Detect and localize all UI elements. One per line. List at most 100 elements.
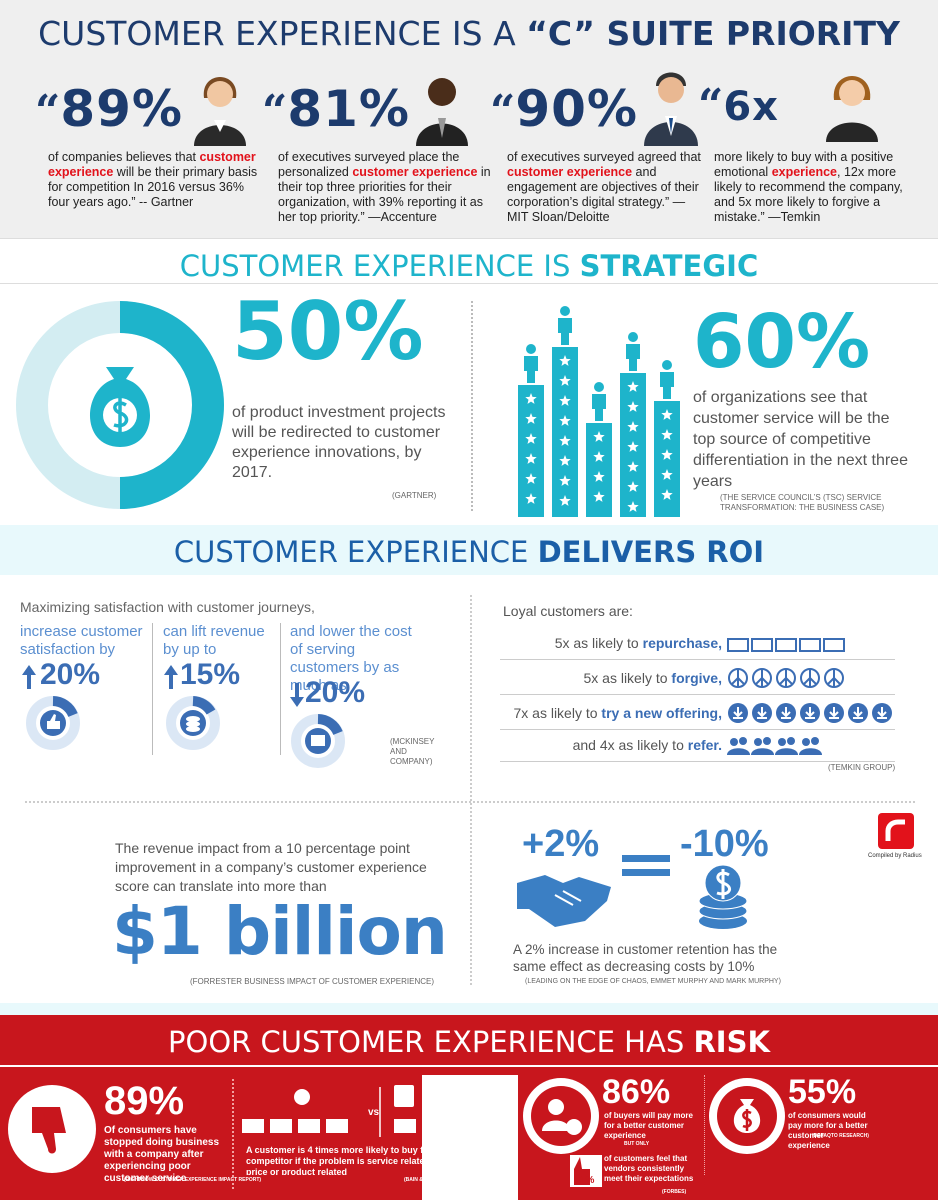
card-icon: [727, 638, 749, 652]
star: [661, 429, 673, 440]
section-title: CUSTOMER EXPERIENCE IS STRATEGIC: [0, 249, 938, 283]
title-bold: RISK: [693, 1025, 770, 1059]
people-body: [799, 748, 822, 755]
row-rule: [500, 729, 895, 730]
row-action: try a new offering,: [601, 705, 722, 721]
star: [525, 453, 537, 464]
people-icon: [778, 738, 786, 746]
source: (FORRESTER BUSINESS IMPACT OF CUSTOMER E…: [190, 977, 435, 986]
person-body: [558, 318, 572, 345]
download-arrow: [853, 707, 863, 719]
star: [559, 355, 571, 366]
download-arrow: [757, 707, 767, 719]
text: in their top three priorities for their …: [278, 165, 491, 224]
strategic-section: CUSTOMER EXPERIENCE IS STRATEGIC 50% of …: [0, 238, 938, 526]
quote-mark: “: [35, 86, 61, 137]
row-action: refer.: [687, 737, 722, 753]
loyal-row: 5x as likely to forgive,: [583, 670, 722, 686]
peace-line: [803, 669, 817, 687]
text: of executives surveyed place the persona…: [278, 150, 460, 179]
star: [593, 471, 605, 482]
stat-figure: 50%: [232, 285, 424, 378]
person-body: [524, 356, 538, 383]
people-body: [775, 748, 798, 755]
person-icon: [644, 72, 698, 146]
card-icon: [799, 638, 821, 652]
people-icon: [763, 737, 771, 745]
people-body: [751, 748, 774, 755]
stat-figure: 89%: [60, 80, 183, 138]
title-bold: DELIVERS ROI: [537, 535, 765, 569]
peace-line: [731, 669, 745, 687]
revenue-text: The revenue impact from a 10 percentage …: [115, 840, 427, 894]
loyal-row: 5x as likely to repurchase,: [555, 635, 722, 651]
stat-figure: 89%: [104, 1079, 185, 1123]
stat-text: of buyers will pay more for a better cus…: [604, 1111, 693, 1140]
row-icons: [728, 703, 892, 723]
highlight: customer experience: [507, 165, 633, 179]
star: [593, 491, 605, 502]
stat-text: of product investment projects will be r…: [232, 404, 446, 481]
arrow-up: [164, 665, 178, 689]
row-text: 5x as likely to: [583, 670, 672, 686]
podium-graphic: [518, 306, 680, 517]
divider: [280, 623, 281, 755]
section-title: CUSTOMER EXPERIENCE DELIVERS ROI: [0, 535, 938, 569]
title-text: CUSTOMER EXPERIENCE IS A: [38, 14, 527, 53]
highlight: experience: [771, 165, 838, 179]
competitor-text-box: A customer is 4 times more likely to buy…: [246, 1145, 422, 1175]
stat-text: of companies believes that customer expe…: [48, 150, 268, 210]
divider: [470, 595, 472, 985]
source: (FORBES): [662, 1189, 687, 1195]
person-body: [626, 344, 640, 371]
star: [525, 393, 537, 404]
stat-figure: 55%: [788, 1073, 857, 1111]
loyal-row: and 4x as likely to refer.: [573, 737, 722, 753]
risk-section: POOR CUSTOMER EXPERIENCE HAS RISK 89% Of…: [0, 1015, 938, 1200]
item-figure: 15%: [180, 658, 241, 691]
people-icon: [739, 737, 747, 745]
star: [559, 435, 571, 446]
star: [525, 433, 537, 444]
donut-graphic: [16, 301, 224, 509]
row-action: forgive,: [671, 670, 722, 686]
stat-figure: 90%: [515, 80, 638, 138]
divider: [0, 283, 938, 284]
roi-section: CUSTOMER EXPERIENCE DELIVERS ROI Maximiz…: [0, 525, 938, 1015]
star: [627, 501, 639, 512]
person-head: [662, 360, 672, 370]
competitor-text: A customer is 4 times more likely to buy…: [246, 1145, 422, 1175]
item-figure: 20%: [40, 658, 101, 691]
source: (TEMKIN GROUP): [828, 763, 896, 772]
card-icon: [775, 638, 797, 652]
source: (LEADING ON THE EDGE OF CHAOS, EMMET MUR…: [525, 978, 781, 985]
star: [559, 375, 571, 386]
title-text: POOR CUSTOMER EXPERIENCE HAS: [168, 1025, 694, 1059]
download-arrow: [733, 707, 743, 719]
star: [559, 455, 571, 466]
row-icons: [727, 737, 822, 755]
radius-logo: [878, 813, 914, 849]
item-text: can lift revenue by up to: [163, 623, 265, 658]
intro-text: Loyal customers are:: [503, 603, 633, 619]
star: [627, 461, 639, 472]
stat-block: “6x: [698, 80, 779, 131]
row-text: and 4x as likely to: [572, 737, 688, 753]
text: , 12x more likely to recommend the compa…: [714, 165, 903, 224]
star: [525, 413, 537, 424]
highlight: customer experience: [48, 150, 256, 179]
person-head: [526, 344, 536, 354]
person-icon: [826, 76, 878, 142]
person-head: [560, 306, 570, 316]
person-body: [592, 394, 606, 421]
item-text: and lower the cost of serving customers …: [290, 623, 412, 694]
divider: [232, 1079, 234, 1189]
card-icon: [751, 638, 773, 652]
podium-bar: [654, 401, 680, 517]
text: and engagement are objectives of their c…: [507, 165, 699, 224]
stat-text: of executives surveyed agreed that custo…: [507, 150, 702, 225]
stat-text: Of consumers have stopped doing business…: [104, 1125, 220, 1184]
star: [525, 473, 537, 484]
